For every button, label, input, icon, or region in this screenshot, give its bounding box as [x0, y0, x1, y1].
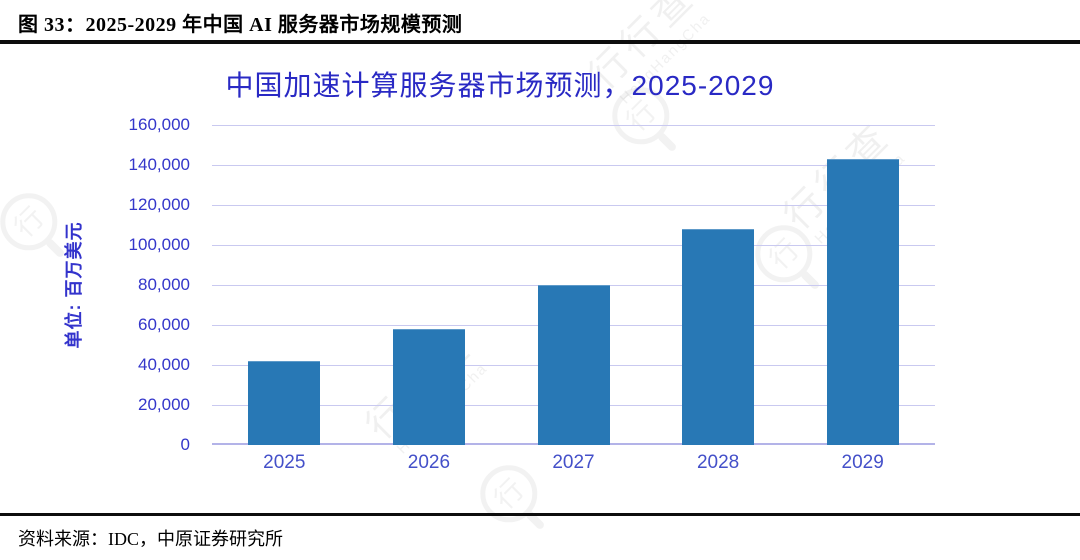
- y-tick-label: 140,000: [128, 155, 190, 174]
- gridline: [212, 205, 935, 206]
- bar-2025: [248, 361, 321, 445]
- y-tick-label: 80,000: [138, 275, 190, 294]
- y-tick-label: 0: [180, 435, 190, 454]
- bar-2027: [537, 285, 610, 445]
- svg-text:行: 行: [8, 201, 50, 243]
- y-tick-label: 60,000: [138, 315, 190, 334]
- y-tick-label: 40,000: [138, 355, 190, 374]
- y-tick-label: 20,000: [138, 395, 190, 414]
- y-axis-ticks: 160,000 140,000 120,000 100,000 80,000 60,000…: [80, 115, 190, 454]
- source-note: 资料来源：IDC，中原证券研究所: [18, 529, 283, 549]
- bottom-rule: [0, 513, 1080, 516]
- plot-area: [212, 125, 935, 445]
- bar-2026: [392, 329, 465, 445]
- figure-caption: 图 33：2025-2029 年中国 AI 服务器市场规模预测: [18, 14, 463, 36]
- gridline: [212, 125, 935, 126]
- y-tick-label: 100,000: [128, 235, 190, 254]
- gridline: [212, 245, 935, 246]
- x-tick-label-2025: 2025: [263, 452, 306, 473]
- x-tick-label-2029: 2029: [841, 452, 884, 473]
- y-tick-label: 120,000: [128, 195, 190, 214]
- x-tick-label-2027: 2027: [552, 452, 595, 473]
- x-tick-label-2028: 2028: [696, 452, 740, 473]
- bar-2029: [826, 158, 899, 445]
- chart-title: 中国加速计算服务器市场预测，2025-2029: [225, 70, 775, 101]
- x-axis-labels: 2025 2026 2027 2028 2029: [212, 452, 935, 480]
- top-rule: [0, 40, 1080, 44]
- y-tick-label: 160,000: [128, 115, 190, 134]
- bar-2028: [682, 229, 755, 445]
- x-tick-label-2026: 2026: [407, 452, 451, 473]
- gridline: [212, 165, 935, 166]
